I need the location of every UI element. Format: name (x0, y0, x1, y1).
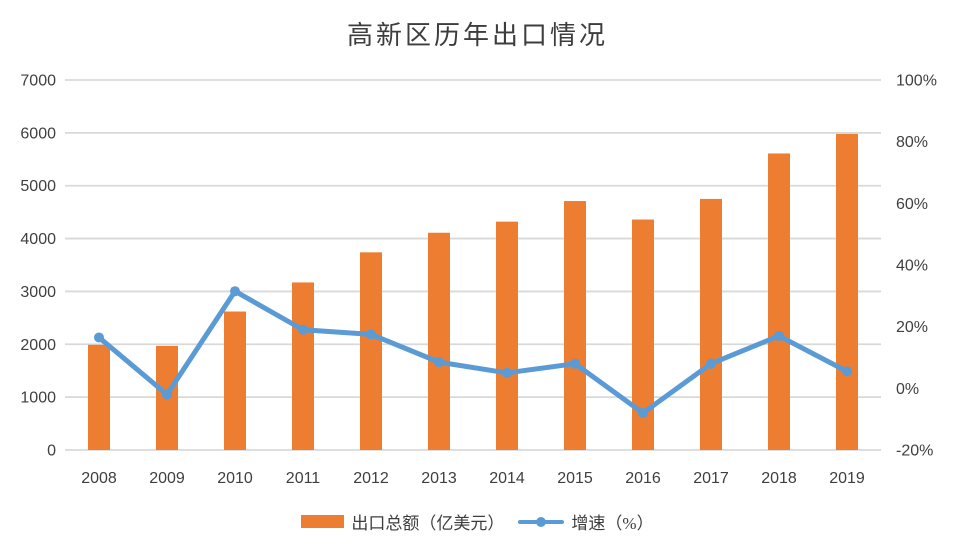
right-axis-tick-label: -20% (896, 443, 933, 460)
x-axis-label: 2017 (693, 470, 729, 487)
left-axis-tick-label: 0 (47, 443, 56, 460)
left-axis-tick-label: 7000 (20, 73, 56, 90)
line-marker-2014 (502, 367, 512, 378)
legend-item-export: 出口总额（亿美元） (301, 509, 504, 534)
x-axis-label: 2012 (353, 470, 389, 487)
line-marker-2015 (570, 358, 580, 369)
left-axis-tick-label: 2000 (20, 337, 56, 354)
x-axis-label: 2018 (761, 470, 797, 487)
x-axis-label: 2009 (149, 470, 185, 487)
bar-2018 (768, 153, 790, 450)
right-axis-tick-label: 40% (896, 258, 928, 275)
bar-2011 (292, 282, 314, 450)
right-axis-tick-label: 100% (896, 73, 937, 90)
bar-2019 (836, 133, 858, 450)
x-axis-label: 2013 (421, 470, 457, 487)
right-axis-tick-label: 80% (896, 134, 928, 151)
bar-2008 (88, 344, 110, 450)
line-marker-2010 (230, 286, 240, 297)
bar-2016 (632, 219, 654, 450)
bar-2012 (360, 252, 382, 450)
chart-title: 高新区历年出口情况 (346, 21, 608, 50)
legend-line-marker-icon (536, 517, 547, 527)
x-axis-label: 2019 (829, 470, 865, 487)
growth-trend-line (96, 288, 850, 416)
legend-item-growth: 增速（%） (518, 509, 654, 534)
left-axis-tick-label: 4000 (20, 231, 56, 248)
x-axis-label: 2008 (81, 470, 117, 487)
legend-label-growth: 增速（%） (571, 514, 654, 533)
bar-2013 (428, 232, 450, 450)
left-axis-tick-label: 3000 (20, 284, 56, 301)
line-marker-2018 (774, 330, 784, 341)
line-marker-2016 (638, 408, 648, 418)
x-axis-label: 2010 (217, 470, 253, 487)
line-marker-2008 (94, 332, 104, 343)
right-axis-tick-label: 20% (896, 319, 928, 336)
left-axis-tick-label: 6000 (20, 125, 56, 142)
x-axis-label: 2016 (625, 470, 661, 487)
bar-2015 (564, 201, 586, 450)
legend-bar-swatch (301, 515, 345, 528)
legend-label-export: 出口总额（亿美元） (351, 514, 505, 533)
line-marker-2017 (706, 358, 716, 369)
right-axis-tick-label: 60% (896, 196, 928, 213)
line-marker-2011 (298, 324, 308, 335)
bar-2017 (700, 198, 722, 450)
legend-line-swatch (518, 515, 565, 528)
x-axis-label: 2011 (286, 470, 321, 487)
bar-2014 (496, 221, 518, 450)
right-axis-tick-label: 0% (896, 381, 919, 398)
left-axis-tick-label: 1000 (20, 390, 56, 407)
line-marker-2019 (842, 366, 852, 377)
x-axis-label: 2015 (557, 470, 593, 487)
legend: 出口总额（亿美元） 增速（%） (0, 509, 955, 534)
line-marker-2013 (434, 357, 444, 368)
x-axis-label: 2014 (489, 470, 525, 487)
line-marker-2012 (366, 329, 376, 340)
line-marker-2009 (162, 389, 172, 400)
left-axis-tick-label: 5000 (20, 178, 56, 195)
bar-2010 (224, 311, 246, 450)
